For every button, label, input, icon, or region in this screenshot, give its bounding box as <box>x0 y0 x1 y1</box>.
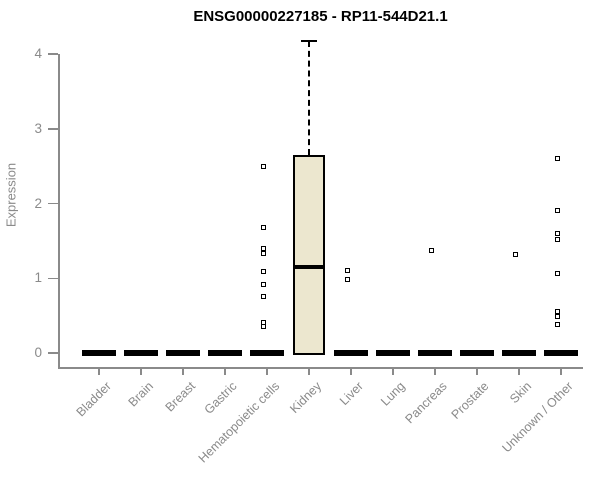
chart-title: ENSG00000227185 - RP11-544D21.1 <box>193 8 448 25</box>
x-category-label: Hematopoietic cells <box>195 379 282 466</box>
flat-box <box>460 350 494 356</box>
flat-box <box>82 350 116 356</box>
outlier-point <box>555 207 560 213</box>
x-tick <box>182 368 184 375</box>
x-tick <box>266 368 268 375</box>
x-category-label: Gastric <box>202 379 240 417</box>
outlier-point <box>555 308 560 314</box>
x-tick <box>350 368 352 375</box>
flat-box <box>418 350 452 356</box>
outlier-point <box>261 269 266 275</box>
y-tick-label: 0 <box>34 345 42 360</box>
y-tick-label: 2 <box>34 195 42 211</box>
outlier-point <box>555 270 560 276</box>
y-tick <box>48 277 58 279</box>
outlier-point <box>555 321 560 327</box>
y-tick <box>48 128 58 130</box>
outlier-point <box>261 246 266 252</box>
x-tick <box>308 368 310 375</box>
y-axis-line <box>58 54 60 368</box>
outlier-point <box>555 231 560 237</box>
x-tick <box>560 368 562 375</box>
x-tick <box>140 368 142 375</box>
x-axis-line <box>58 367 583 369</box>
outlier-point <box>261 293 266 299</box>
x-category-label: Prostate <box>449 379 492 422</box>
outlier-point <box>555 237 560 243</box>
x-category-label: Lung <box>378 379 408 409</box>
x-tick <box>434 368 436 375</box>
box-plot-box <box>293 154 325 355</box>
flat-box <box>124 350 158 356</box>
x-category-label: Bladder <box>73 379 114 420</box>
x-tick <box>98 368 100 375</box>
flat-box <box>208 350 242 356</box>
y-tick-label: 4 <box>34 46 42 61</box>
y-tick-label: 1 <box>34 270 42 286</box>
y-tick-label: 3 <box>34 120 42 136</box>
flat-box <box>376 350 410 356</box>
x-tick <box>224 368 226 375</box>
x-tick <box>392 368 394 375</box>
outlier-point <box>261 251 266 257</box>
median-line <box>295 265 323 270</box>
outlier-point <box>555 314 560 320</box>
x-category-label: Pancreas <box>402 379 450 427</box>
flat-box <box>502 350 536 356</box>
outlier-point <box>555 155 560 161</box>
outlier-point <box>345 267 350 273</box>
x-category-label: Brain <box>125 379 156 410</box>
outlier-point <box>345 276 350 282</box>
outlier-point <box>261 225 266 231</box>
x-tick <box>476 368 478 375</box>
outlier-point <box>261 323 266 329</box>
x-category-label: Breast <box>162 379 198 415</box>
flat-box <box>250 350 284 356</box>
x-category-label: Skin <box>506 379 534 407</box>
flat-box <box>166 350 200 356</box>
whisker-cap <box>301 39 317 43</box>
y-tick <box>48 53 58 55</box>
y-tick <box>48 352 58 354</box>
y-tick <box>48 202 58 205</box>
whisker <box>308 41 310 155</box>
outlier-point <box>429 247 434 253</box>
x-tick <box>518 368 520 375</box>
x-category-label: Kidney <box>286 379 324 416</box>
outlier-point <box>261 163 266 169</box>
flat-box <box>334 350 368 356</box>
outlier-point <box>261 281 266 287</box>
outlier-point <box>513 252 518 258</box>
flat-box <box>544 350 578 356</box>
x-category-label: Liver <box>336 379 366 409</box>
